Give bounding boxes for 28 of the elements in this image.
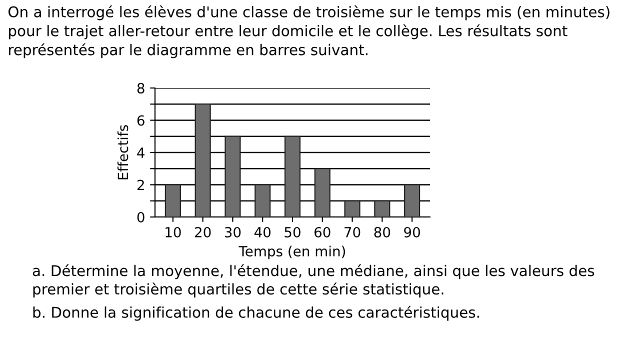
x-tick-label: 90 — [404, 226, 420, 238]
x-tick-label: 30 — [224, 226, 241, 238]
y-tick-label: 2 — [137, 180, 144, 190]
bar — [374, 200, 390, 217]
bar — [194, 104, 211, 217]
bar — [284, 136, 301, 217]
x-tick-label: 20 — [195, 226, 211, 238]
x-tick-label: 60 — [314, 226, 330, 238]
y-tick-label: 4 — [137, 148, 144, 158]
bar — [404, 184, 420, 217]
chart-title: On a interrogé les élèves d'une classe de troisième sur le temps mis (en minutes) pour le trajet aller-retour entre leur domicile et le collège. Les résultats sont représentés par le diagramme en barres suivant. — [8, 5, 610, 58]
x-tick-label: 50 — [284, 226, 300, 238]
y-tick-label: 0 — [137, 212, 144, 222]
bar — [314, 168, 330, 217]
x-tick-label: 10 — [166, 226, 181, 238]
x-tick-label: 80 — [374, 226, 390, 238]
y-tick-label: 8 — [137, 82, 144, 94]
bar — [344, 200, 360, 217]
y-axis-title: Effectifs — [117, 125, 128, 180]
bar — [224, 136, 241, 217]
text: a. Détermine la moyenne, l'étendue, une médiane, ainsi que les valeurs des premier et troisième quartiles de cette série statistique. — [32, 264, 594, 298]
y-tick-label: 6 — [137, 115, 144, 126]
x-axis-title: Temps (en min) — [238, 246, 346, 260]
x-tick-label: 70 — [344, 226, 360, 238]
bar — [164, 184, 181, 217]
text: b. Donne la signification de chacune de ces caractéristiques. — [33, 306, 479, 321]
x-tick-label: 40 — [254, 226, 271, 238]
bar — [254, 184, 271, 217]
